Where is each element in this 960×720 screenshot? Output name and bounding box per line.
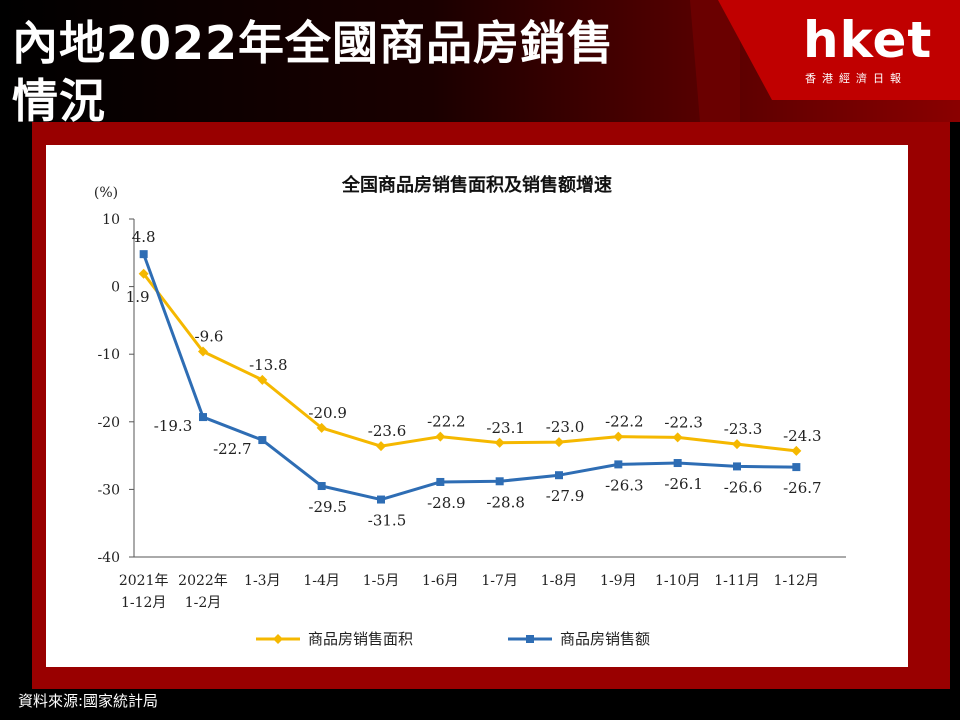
x-tick-label: 2022年 <box>178 573 228 589</box>
x-tick-label: 1-6月 <box>422 573 459 589</box>
series-2-data-label: -29.5 <box>308 498 346 516</box>
series-1-data-label: 1.9 <box>126 288 150 306</box>
line-chart: 全国商品房销售面积及销售额增速 (%) 10 0 -10 -20 -30 -40 2021年… <box>94 174 846 648</box>
series-2-point <box>555 471 563 480</box>
chart-data-labels: 1.9 -9.6 -13.8 -20.9 -23.6 -22.2 -23.1 -23.0 -22… <box>126 228 822 529</box>
series-2-point <box>614 460 623 469</box>
series-2-point <box>495 477 504 486</box>
series-1-data-label: -22.2 <box>427 413 465 431</box>
x-tick-label: 1-8月 <box>541 573 578 589</box>
page-title: 內地2022年全國商品房銷售 情況 <box>12 14 712 130</box>
series-2-data-label: -26.3 <box>605 476 643 494</box>
chart-axes: 10 0 -10 -20 -30 -40 2021年 1-12月 2022年 1-2月 1-3月 1-… <box>97 212 846 611</box>
series-1-data-label: -23.6 <box>368 422 406 440</box>
legend-diamond-marker <box>273 634 283 644</box>
series-line-2 <box>142 253 797 502</box>
chart-title: 全国商品房销售面积及销售额增速 <box>341 174 612 196</box>
legend-label: 商品房销售额 <box>560 630 650 648</box>
y-tick-label: 10 <box>102 212 120 228</box>
x-tick-label: 1-2月 <box>185 595 222 611</box>
series-1-data-label: -22.2 <box>605 413 643 431</box>
x-tick-label: 1-9月 <box>600 573 637 589</box>
series-1-point <box>435 431 446 442</box>
series-2-data-label: -19.3 <box>154 417 192 435</box>
x-tick-label: 1-12月 <box>121 595 166 611</box>
chart-legend: 商品房销售面积 商品房销售额 <box>256 630 650 648</box>
y-tick-label: -30 <box>97 482 120 498</box>
x-tick-label: 2021年 <box>119 573 169 589</box>
series-2-data-label: -28.8 <box>486 493 524 511</box>
legend-label: 商品房销售面积 <box>308 630 413 648</box>
series-2-data-label: 4.8 <box>132 228 156 246</box>
series-1-point <box>494 437 505 448</box>
page-title-line-2: 情況 <box>12 74 106 128</box>
series-2-point <box>733 462 741 471</box>
series-2-point <box>377 495 385 504</box>
series-1-data-label: -22.3 <box>664 413 702 431</box>
series-1-point <box>672 432 683 443</box>
chart-series-group <box>138 250 802 504</box>
hket-logo-subtitle: 香港經濟日報 <box>805 72 907 85</box>
series-line-1 <box>142 272 797 453</box>
x-tick-label: 1-12月 <box>774 573 819 589</box>
series-1-point <box>316 422 327 433</box>
series-2-point <box>317 482 326 491</box>
banner-decoration <box>690 0 960 122</box>
series-2-data-label: -27.9 <box>546 487 584 505</box>
series-1-point <box>138 268 149 279</box>
series-1-data-label: -9.6 <box>195 327 224 345</box>
series-1-data-label: -13.8 <box>249 356 287 374</box>
series-2-data-label: -26.7 <box>783 479 821 497</box>
series-2-data-label: -26.6 <box>724 478 762 496</box>
series-1-data-label: -24.3 <box>783 427 821 445</box>
page-title-line-1: 內地2022年全國商品房銷售 <box>12 16 615 70</box>
y-tick-label: 0 <box>111 280 120 296</box>
series-1-point <box>376 441 386 452</box>
legend-square-marker <box>526 635 534 643</box>
x-tick-label: 1-4月 <box>303 573 340 589</box>
series-2-point <box>792 463 801 472</box>
series-2-data-label: -22.7 <box>213 440 251 458</box>
series-1-point <box>613 431 624 442</box>
series-1-point <box>791 445 802 456</box>
series-1-data-label: -20.9 <box>308 404 346 422</box>
y-tick-label: -40 <box>97 550 120 566</box>
series-2-point <box>436 477 445 486</box>
chart-panel: 全国商品房销售面积及销售额增速 (%) 10 0 -10 -20 -30 -40 2021年… <box>46 145 908 667</box>
series-2-point <box>258 436 267 445</box>
series-2-data-label: -28.9 <box>427 494 465 512</box>
series-2-point <box>199 413 207 422</box>
x-tick-label: 1-10月 <box>655 573 700 589</box>
series-1-point <box>732 439 742 450</box>
y-axis-unit: (%) <box>94 185 118 201</box>
series-2-data-label: -26.1 <box>664 475 702 493</box>
series-2-data-label: -31.5 <box>368 512 406 530</box>
series-2-point <box>673 459 682 468</box>
series-1-data-label: -23.0 <box>546 418 584 436</box>
series-1-data-label: -23.1 <box>486 419 524 437</box>
series-1-point <box>198 346 208 357</box>
y-tick-label: -10 <box>97 347 120 363</box>
x-tick-label: 1-7月 <box>481 573 518 589</box>
source-note: 資料來源:國家統計局 <box>18 692 159 710</box>
x-tick-label: 1-5月 <box>363 573 400 589</box>
y-tick-label: -20 <box>97 415 120 431</box>
x-tick-label: 1-11月 <box>714 573 759 589</box>
series-1-point <box>257 374 268 385</box>
hket-logo: hket <box>803 11 933 69</box>
series-1-point <box>554 437 564 448</box>
series-1-data-label: -23.3 <box>724 420 762 438</box>
series-2-point <box>139 250 148 259</box>
x-tick-label: 1-3月 <box>244 573 281 589</box>
